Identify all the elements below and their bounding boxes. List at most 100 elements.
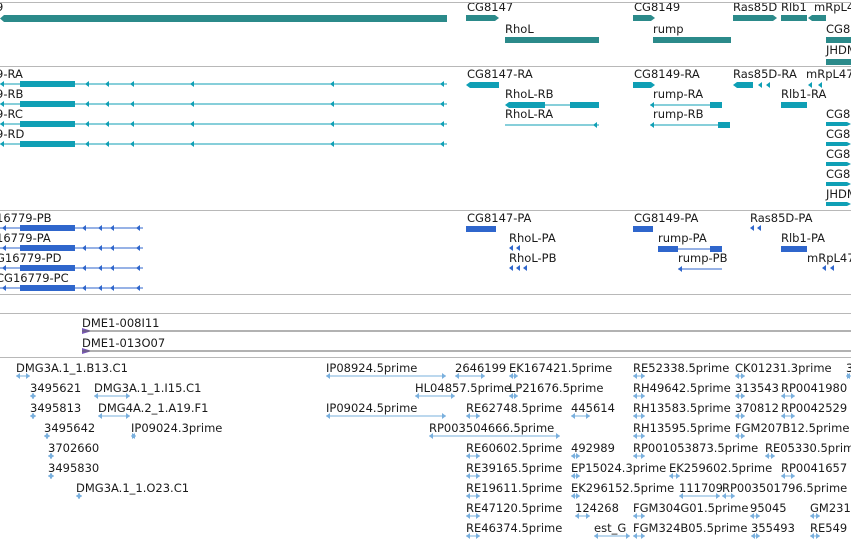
est-label[interactable]: 492989: [571, 441, 615, 455]
strand-arrow-icon[interactable]: [509, 245, 513, 251]
est-label[interactable]: RE47120.5prime: [466, 501, 563, 515]
est-label[interactable]: RE05330.5prime: [765, 441, 851, 455]
strand-arrow-icon[interactable]: [466, 493, 470, 499]
strand-arrow-icon[interactable]: [571, 493, 575, 499]
strand-arrow-icon[interactable]: [105, 101, 109, 107]
est-label[interactable]: 3495621: [30, 381, 82, 395]
strand-arrow-icon[interactable]: [741, 413, 745, 419]
strand-arrow-icon[interactable]: [731, 493, 735, 499]
strand-arrow-icon[interactable]: [741, 393, 745, 399]
strand-arrow-icon[interactable]: [633, 433, 637, 439]
strand-arrow-icon[interactable]: [132, 433, 136, 439]
est-label[interactable]: 370812: [735, 401, 779, 415]
strand-arrow-icon[interactable]: [641, 373, 645, 379]
strand-arrow-icon[interactable]: [669, 473, 673, 479]
strand-arrow-icon[interactable]: [641, 533, 645, 539]
strand-arrow-icon[interactable]: [781, 413, 785, 419]
strand-arrow-icon[interactable]: [2, 225, 6, 231]
strand-arrow-icon[interactable]: [415, 393, 419, 399]
strand-arrow-icon[interactable]: [429, 433, 433, 439]
cds-label[interactable]: 16779-PA: [0, 231, 51, 245]
strand-arrow-icon[interactable]: [190, 81, 194, 87]
est-label[interactable]: 3495813: [30, 401, 82, 415]
strand-arrow-icon[interactable]: [735, 393, 739, 399]
strand-arrow-icon[interactable]: [50, 473, 54, 479]
cds-block[interactable]: [781, 246, 807, 252]
strand-arrow-icon[interactable]: [766, 82, 770, 88]
est-label[interactable]: HL04857.5prime: [415, 381, 512, 395]
cds-block[interactable]: [466, 226, 496, 232]
strand-arrow-icon[interactable]: [46, 433, 50, 439]
strand-arrow-icon[interactable]: [330, 121, 334, 127]
strand-arrow-icon[interactable]: [2, 285, 6, 291]
strand-arrow-icon[interactable]: [0, 81, 4, 87]
strand-arrow-icon[interactable]: [741, 433, 745, 439]
strand-arrow-icon[interactable]: [650, 102, 654, 108]
est-label[interactable]: RH49642.5prime: [633, 381, 731, 395]
est-label[interactable]: RE62748.5prime: [466, 401, 563, 415]
est-label[interactable]: EK167421.5prime: [509, 361, 613, 375]
gene-feature[interactable]: [653, 37, 731, 43]
strand-arrow-icon[interactable]: [571, 453, 575, 459]
gene-label[interactable]: RhoL: [505, 22, 534, 36]
strand-arrow-icon[interactable]: [136, 245, 140, 251]
strand-arrow-icon[interactable]: [440, 81, 444, 87]
transcript-exon[interactable]: [570, 102, 599, 108]
strand-arrow-icon[interactable]: [98, 285, 102, 291]
gene-feature[interactable]: [781, 15, 807, 21]
strand-arrow-icon[interactable]: [756, 513, 760, 519]
strand-arrow-icon[interactable]: [466, 453, 470, 459]
est-label[interactable]: DMG3A.1_1.O23.C1: [76, 481, 190, 495]
transcript-exon[interactable]: [826, 142, 851, 146]
strand-arrow-icon[interactable]: [678, 266, 682, 272]
gene-label[interactable]: Ras85D: [733, 0, 778, 14]
gene-feature[interactable]: [633, 15, 655, 21]
est-label[interactable]: RP001053873.5prime: [633, 441, 759, 455]
est-label[interactable]: RH13583.5prime: [633, 401, 731, 415]
est-label[interactable]: DMG3A.1_1.I15.C1: [94, 381, 202, 395]
strand-arrow-icon[interactable]: [641, 513, 645, 519]
strand-arrow-icon[interactable]: [641, 393, 645, 399]
est-label[interactable]: RP0041657: [781, 461, 848, 475]
est-label[interactable]: RH13595.5prime: [633, 421, 731, 435]
strand-arrow-icon[interactable]: [85, 121, 89, 127]
transcript-label[interactable]: CG8: [826, 147, 851, 161]
cds-label[interactable]: CG16779-PC: [0, 271, 69, 285]
est-label[interactable]: EK259602.5prime: [669, 461, 773, 475]
strand-arrow-icon[interactable]: [575, 513, 579, 519]
est-label[interactable]: 3702660: [48, 441, 100, 455]
transcript-exon[interactable]: [826, 182, 851, 186]
transcript-exon[interactable]: [826, 202, 851, 206]
est-label[interactable]: RE46374.5prime: [466, 521, 563, 535]
strand-arrow-icon[interactable]: [633, 513, 637, 519]
transcript-label[interactable]: 9-RD: [0, 127, 25, 141]
strand-arrow-icon[interactable]: [78, 493, 82, 499]
est-label[interactable]: RE549: [810, 521, 848, 535]
strand-arrow-icon[interactable]: [16, 373, 20, 379]
strand-arrow-icon[interactable]: [514, 393, 518, 399]
transcript-exon[interactable]: [826, 122, 851, 126]
strand-arrow-icon[interactable]: [756, 533, 760, 539]
strand-arrow-icon[interactable]: [791, 413, 795, 419]
strand-arrow-icon[interactable]: [466, 473, 470, 479]
strand-arrow-icon[interactable]: [326, 373, 330, 379]
strand-arrow-icon[interactable]: [633, 453, 637, 459]
strand-arrow-icon[interactable]: [190, 121, 194, 127]
est-label[interactable]: 313543: [735, 381, 779, 395]
strand-arrow-icon[interactable]: [847, 373, 851, 379]
strand-arrow-icon[interactable]: [26, 373, 30, 379]
est-label[interactable]: DMG3A.1_1.B13.C1: [16, 361, 128, 375]
transcript-exon[interactable]: [718, 122, 730, 128]
strand-arrow-icon[interactable]: [781, 393, 785, 399]
est-label[interactable]: 355493: [751, 521, 795, 535]
strand-arrow-icon[interactable]: [105, 121, 109, 127]
est-label[interactable]: DMG4A.2_1.A19.F1: [98, 401, 209, 415]
strand-arrow-icon[interactable]: [593, 122, 597, 128]
cds-block[interactable]: [20, 225, 75, 231]
strand-arrow-icon[interactable]: [509, 373, 513, 379]
gene-feature[interactable]: [466, 15, 499, 21]
gene-feature[interactable]: [826, 37, 851, 43]
strand-arrow-icon[interactable]: [330, 81, 334, 87]
strand-arrow-icon[interactable]: [82, 285, 86, 291]
transcript-label[interactable]: CG8: [826, 107, 851, 121]
